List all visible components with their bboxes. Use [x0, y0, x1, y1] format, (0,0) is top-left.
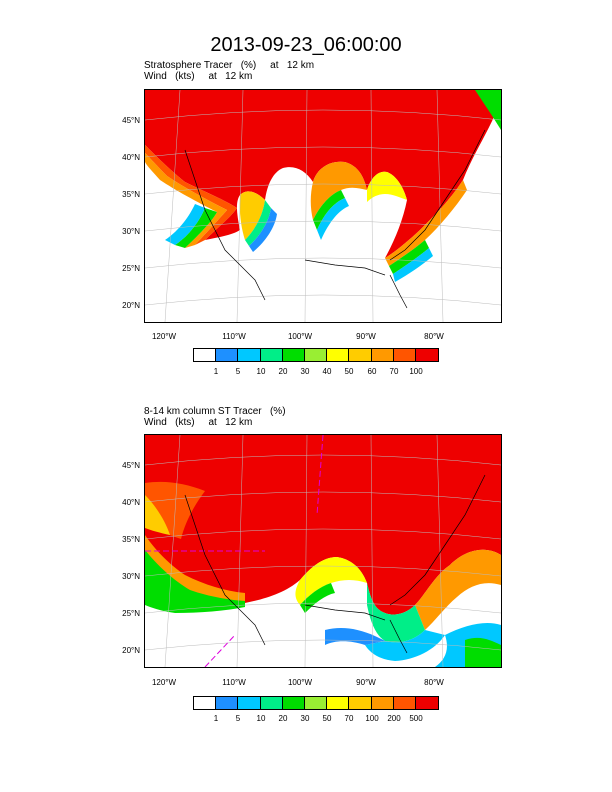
- colorbar-swatch: [349, 697, 372, 709]
- panel1-colorbar-label: 1: [213, 367, 219, 376]
- panel1-colorbar-label: 20: [278, 367, 288, 376]
- panel2-colorbar-label: 5: [235, 714, 241, 723]
- colorbar-swatch: [327, 697, 350, 709]
- panel2-lon-label: 100°W: [287, 678, 313, 687]
- panel1-lon-label: 90°W: [356, 332, 376, 341]
- colorbar-swatch: [327, 349, 350, 361]
- panel1-lat-label: 30°N: [122, 227, 140, 236]
- colorbar-swatch: [216, 697, 239, 709]
- panel2-lat-label: 45°N: [122, 461, 140, 470]
- panel1-lon-label: 100°W: [287, 332, 313, 341]
- panel2-lon-label: 80°W: [424, 678, 444, 687]
- colorbar-swatch: [260, 697, 283, 709]
- panel2-colorbar-label: 100: [365, 714, 379, 723]
- panel2-title: 8-14 km column ST Tracer (%): [144, 406, 286, 417]
- panel1-lon-label: 80°W: [424, 332, 444, 341]
- colorbar-swatch: [260, 349, 283, 361]
- panel2-colorbar-label: 200: [387, 714, 401, 723]
- panel2-colorbar-label: 500: [409, 714, 423, 723]
- panel1-lon-label: 110°W: [222, 332, 246, 341]
- colorbar-swatch: [393, 697, 416, 709]
- panel1-title: Stratosphere Tracer (%) at 12 km: [144, 60, 315, 71]
- panel2-colorbar-label: 50: [322, 714, 332, 723]
- colorbar-swatch: [371, 349, 394, 361]
- panel2-colorbar-label: 20: [278, 714, 288, 723]
- panel1-map-canvas: [145, 90, 501, 322]
- panel2-lat-label: 25°N: [122, 609, 140, 618]
- panel1-colorbar-label: 30: [300, 367, 310, 376]
- panel1-lat-label: 45°N: [122, 116, 140, 125]
- panel1-colorbar-label: 10: [256, 367, 266, 376]
- panel1-colorbar-label: 5: [235, 367, 241, 376]
- panel2-colorbar-label: 70: [344, 714, 354, 723]
- panel1-colorbar-label: 70: [389, 367, 399, 376]
- panel2-colorbar-label: 10: [256, 714, 266, 723]
- colorbar-swatch: [216, 349, 239, 361]
- panel2-subtitle: Wind (kts) at 12 km: [144, 417, 253, 428]
- panel1-lat-label: 35°N: [122, 190, 140, 199]
- panel2-lon-label: 90°W: [356, 678, 376, 687]
- panel2-colorbar: [193, 696, 440, 710]
- panel2-lon-label: 120°W: [151, 678, 177, 687]
- panel2-lat-label: 35°N: [122, 535, 140, 544]
- panel1-lat-label: 25°N: [122, 264, 140, 273]
- page-title: 2013-09-23_06:00:00: [210, 34, 402, 56]
- colorbar-swatch: [371, 697, 394, 709]
- panel1-colorbar-label: 100: [409, 367, 423, 376]
- panel1-subtitle: Wind (kts) at 12 km: [144, 71, 253, 82]
- colorbar-swatch: [194, 349, 217, 361]
- colorbar-swatch: [304, 349, 328, 361]
- colorbar-swatch: [282, 697, 305, 709]
- colorbar-swatch: [238, 697, 261, 709]
- colorbar-swatch: [304, 697, 328, 709]
- panel1-colorbar: [193, 348, 440, 362]
- panel2-map: [144, 434, 502, 668]
- panel2-map-canvas: [145, 435, 501, 667]
- panel2-lat-label: 20°N: [122, 646, 140, 655]
- panel1-colorbar-label: 50: [344, 367, 354, 376]
- panel1-lat-label: 40°N: [122, 153, 140, 162]
- panel2-lat-label: 30°N: [122, 572, 140, 581]
- panel2-colorbar-label: 1: [213, 714, 219, 723]
- colorbar-swatch: [349, 349, 372, 361]
- panel1-lat-label: 20°N: [122, 301, 140, 310]
- colorbar-swatch: [415, 349, 439, 361]
- colorbar-swatch: [415, 697, 439, 709]
- panel1-colorbar-label: 60: [367, 367, 377, 376]
- colorbar-swatch: [393, 349, 416, 361]
- panel2-lat-label: 40°N: [122, 498, 140, 507]
- colorbar-swatch: [282, 349, 305, 361]
- panel1-lon-label: 120°W: [151, 332, 177, 341]
- panel1-colorbar-label: 40: [322, 367, 332, 376]
- panel2-colorbar-label: 30: [300, 714, 310, 723]
- panel1-map: [144, 89, 502, 323]
- colorbar-swatch: [238, 349, 261, 361]
- colorbar-swatch: [194, 697, 217, 709]
- panel2-lon-label: 110°W: [222, 678, 246, 687]
